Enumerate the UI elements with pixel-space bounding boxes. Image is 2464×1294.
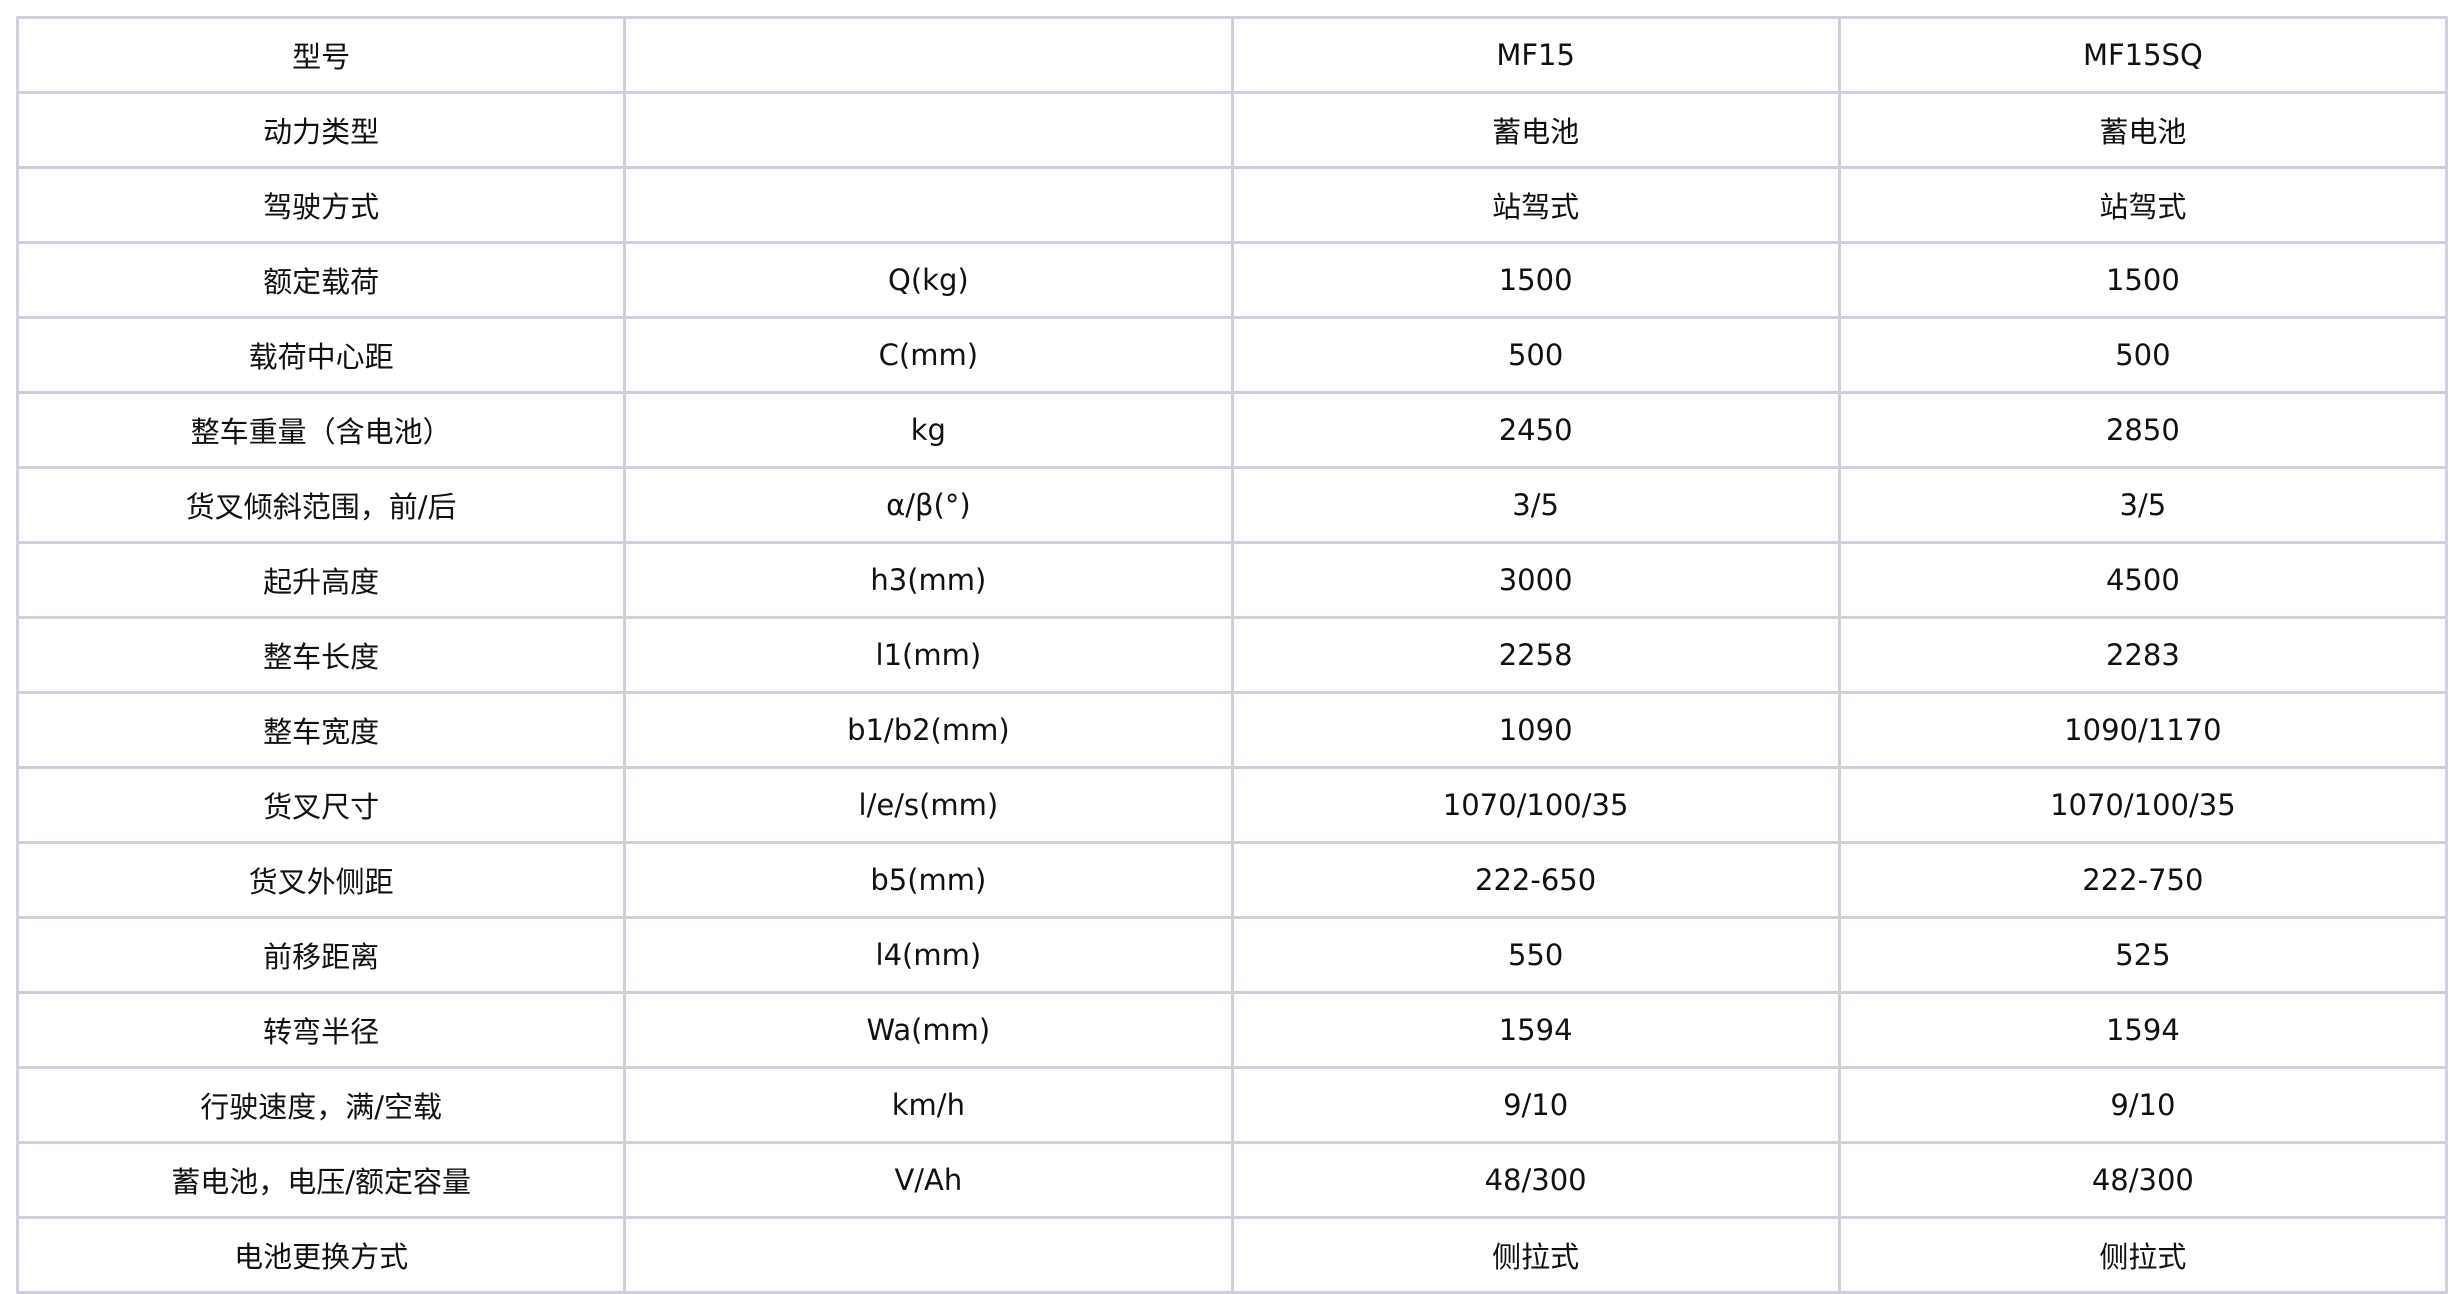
mf15sq-value-cell: 1594	[1837, 991, 2449, 1069]
mf15sq-value-cell: 3/5	[1837, 466, 2449, 544]
param-name-cell: 货叉倾斜范围，前/后	[15, 466, 627, 544]
table-row: 行驶速度，满/空载 km/h 9/10 9/10	[15, 1066, 2449, 1144]
unit-cell: b1/b2(mm)	[623, 691, 1234, 769]
table-row: 货叉倾斜范围，前/后 α/β(°) 3/5 3/5	[15, 466, 2449, 544]
mf15-value-cell: 3/5	[1230, 466, 1841, 544]
param-name-cell: 整车重量（含电池）	[15, 391, 627, 469]
table-row: 起升高度 h3(mm) 3000 4500	[15, 541, 2449, 619]
mf15-value-cell: 侧拉式	[1230, 1216, 1841, 1294]
table-row: 型号 MF15 MF15SQ	[15, 16, 2449, 94]
unit-cell: C(mm)	[623, 316, 1234, 394]
unit-cell: l4(mm)	[623, 916, 1234, 994]
param-name-cell: 动力类型	[15, 91, 627, 169]
mf15-value-cell: 222-650	[1230, 841, 1841, 919]
unit-cell	[623, 16, 1234, 94]
mf15-value-cell: 9/10	[1230, 1066, 1841, 1144]
table-row: 货叉外侧距 b5(mm) 222-650 222-750	[15, 841, 2449, 919]
mf15sq-value-cell: 站驾式	[1837, 166, 2449, 244]
table-row: 前移距离 l4(mm) 550 525	[15, 916, 2449, 994]
mf15sq-value-cell: MF15SQ	[1837, 16, 2449, 94]
unit-cell: kg	[623, 391, 1234, 469]
mf15-value-cell: 1090	[1230, 691, 1841, 769]
mf15-value-cell: 1500	[1230, 241, 1841, 319]
mf15-value-cell: 500	[1230, 316, 1841, 394]
mf15sq-value-cell: 侧拉式	[1837, 1216, 2449, 1294]
param-name-cell: 前移距离	[15, 916, 627, 994]
param-name-cell: 起升高度	[15, 541, 627, 619]
mf15sq-value-cell: 500	[1837, 316, 2449, 394]
mf15-value-cell: 蓄电池	[1230, 91, 1841, 169]
mf15-value-cell: 1070/100/35	[1230, 766, 1841, 844]
table-row: 驾驶方式 站驾式 站驾式	[15, 166, 2449, 244]
unit-cell	[623, 1216, 1234, 1294]
param-name-cell: 额定载荷	[15, 241, 627, 319]
table-row: 蓄电池，电压/额定容量 V/Ah 48/300 48/300	[15, 1141, 2449, 1219]
mf15sq-value-cell: 525	[1837, 916, 2449, 994]
param-name-cell: 载荷中心距	[15, 316, 627, 394]
mf15-value-cell: 2450	[1230, 391, 1841, 469]
mf15sq-value-cell: 1070/100/35	[1837, 766, 2449, 844]
mf15sq-value-cell: 222-750	[1837, 841, 2449, 919]
table-row: 整车宽度 b1/b2(mm) 1090 1090/1170	[15, 691, 2449, 769]
unit-cell: l1(mm)	[623, 616, 1234, 694]
mf15-value-cell: 站驾式	[1230, 166, 1841, 244]
mf15-value-cell: 48/300	[1230, 1141, 1841, 1219]
mf15-value-cell: 1594	[1230, 991, 1841, 1069]
mf15-value-cell: MF15	[1230, 16, 1841, 94]
param-name-cell: 整车宽度	[15, 691, 627, 769]
mf15-value-cell: 2258	[1230, 616, 1841, 694]
param-name-cell: 整车长度	[15, 616, 627, 694]
unit-cell: l/e/s(mm)	[623, 766, 1234, 844]
param-name-cell: 蓄电池，电压/额定容量	[15, 1141, 627, 1219]
mf15sq-value-cell: 2850	[1837, 391, 2449, 469]
unit-cell: km/h	[623, 1066, 1234, 1144]
spec-table: 型号 MF15 MF15SQ 动力类型 蓄电池 蓄电池 驾驶方式 站驾式 站驾式 额定载荷 Q(kg…	[15, 16, 2449, 1294]
unit-cell: α/β(°)	[623, 466, 1234, 544]
param-name-cell: 货叉外侧距	[15, 841, 627, 919]
mf15sq-value-cell: 48/300	[1837, 1141, 2449, 1219]
param-name-cell: 电池更换方式	[15, 1216, 627, 1294]
table-row: 整车重量（含电池） kg 2450 2850	[15, 391, 2449, 469]
table-row: 动力类型 蓄电池 蓄电池	[15, 91, 2449, 169]
param-name-cell: 货叉尺寸	[15, 766, 627, 844]
unit-cell: h3(mm)	[623, 541, 1234, 619]
unit-cell: b5(mm)	[623, 841, 1234, 919]
table-row: 货叉尺寸 l/e/s(mm) 1070/100/35 1070/100/35	[15, 766, 2449, 844]
unit-cell: V/Ah	[623, 1141, 1234, 1219]
param-name-cell: 驾驶方式	[15, 166, 627, 244]
unit-cell: Wa(mm)	[623, 991, 1234, 1069]
unit-cell	[623, 91, 1234, 169]
table-row: 额定载荷 Q(kg) 1500 1500	[15, 241, 2449, 319]
mf15sq-value-cell: 1500	[1837, 241, 2449, 319]
mf15sq-value-cell: 蓄电池	[1837, 91, 2449, 169]
mf15sq-value-cell: 1090/1170	[1837, 691, 2449, 769]
param-name-cell: 转弯半径	[15, 991, 627, 1069]
table-row: 整车长度 l1(mm) 2258 2283	[15, 616, 2449, 694]
unit-cell	[623, 166, 1234, 244]
mf15sq-value-cell: 9/10	[1837, 1066, 2449, 1144]
mf15sq-value-cell: 2283	[1837, 616, 2449, 694]
param-name-cell: 行驶速度，满/空载	[15, 1066, 627, 1144]
mf15-value-cell: 3000	[1230, 541, 1841, 619]
unit-cell: Q(kg)	[623, 241, 1234, 319]
table-row: 转弯半径 Wa(mm) 1594 1594	[15, 991, 2449, 1069]
mf15-value-cell: 550	[1230, 916, 1841, 994]
table-row: 电池更换方式 侧拉式 侧拉式	[15, 1216, 2449, 1294]
mf15sq-value-cell: 4500	[1837, 541, 2449, 619]
spec-table-body: 型号 MF15 MF15SQ 动力类型 蓄电池 蓄电池 驾驶方式 站驾式 站驾式 额定载荷 Q(kg…	[15, 16, 2449, 1294]
table-row: 载荷中心距 C(mm) 500 500	[15, 316, 2449, 394]
param-name-cell: 型号	[15, 16, 627, 94]
